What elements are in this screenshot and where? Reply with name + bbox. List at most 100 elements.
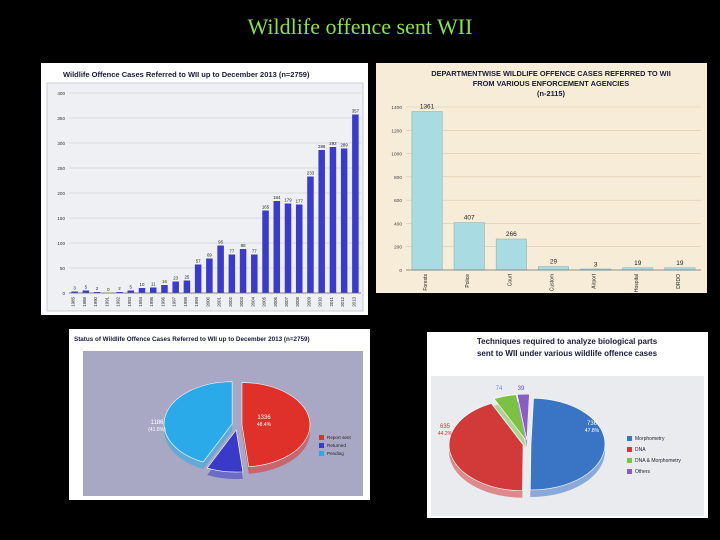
legend-label: Returned [327,443,346,448]
data-label: 3 [73,286,76,291]
x-tick-label: Airport [592,273,598,288]
y-tick-label: 1400 [391,105,402,111]
x-tick-label: 2007 [284,296,289,306]
x-tick-label: Hospital [634,274,640,292]
data-label: 177 [296,199,304,204]
data-label: 179 [284,198,292,203]
data-label: 88 [241,243,246,248]
legend-label: Report sent [327,435,351,440]
pie-slice [163,381,233,463]
pie-slice [241,382,311,468]
data-label: 5 [85,285,88,290]
data-label: 29 [550,259,558,266]
y-tick-label: 0 [62,291,65,296]
bar [329,147,337,293]
legend-swatch [627,447,632,452]
bar [82,290,90,293]
y-tick-label: 1000 [391,152,402,158]
slice-value-label: 74 [496,386,503,392]
data-label: 16 [162,279,167,284]
bar [284,203,292,293]
data-label: 69 [207,253,212,258]
legend-label: Others [635,469,651,475]
y-tick-label: 600 [394,198,402,204]
x-tick-label: Custom [550,274,556,291]
slice-value-label: 1186 [151,420,165,426]
data-label: 5 [130,285,133,290]
pie-slice [493,394,527,441]
bar [206,258,213,293]
y-tick-label: 200 [57,191,65,196]
status-pie-chart: Status of Wildlife Offence Cases Referre… [74,336,363,496]
y-tick-label: 1200 [391,128,402,134]
chart-title: Wildlife Offence Cases Referred to WII u… [63,70,310,79]
data-label: 11 [151,282,156,287]
slice-percent-label: 48.4% [257,422,272,428]
pie-slice [529,397,606,491]
pie-slice [448,403,524,492]
x-tick-label: DRDO [676,274,682,289]
bar [495,238,527,271]
x-tick-label: 2005 [262,296,267,306]
slice-value-label: 635 [440,424,451,430]
x-tick-label: 1985 [71,296,76,306]
data-label: 25 [184,275,189,280]
data-label: 233 [307,171,315,176]
legend-label: DNA & Morphometry [635,458,681,464]
bar [318,150,325,293]
legend-swatch [627,469,632,474]
bar [262,210,269,293]
chart-panel-status: Status of Wildlife Offence Cases Referre… [69,329,370,500]
chart-panel-yearwise: Wildlife Offence Cases Referred to WII u… [41,63,368,315]
legend-label: DNA [635,447,646,453]
legend-label: Pending [327,451,344,456]
chart-title-line1: Techniques required to analyze biologica… [477,337,658,346]
y-tick-label: 350 [57,116,65,121]
bar [352,114,359,293]
x-tick-label: 1994 [138,296,143,306]
x-tick-label: 2001 [217,296,222,306]
y-tick-label: 50 [60,266,66,271]
data-label: 0 [107,287,110,292]
x-tick-label: 2010 [318,296,323,306]
x-tick-label: 1999 [194,296,199,306]
chart-panel-techniques: Techniques required to analyze biologica… [427,332,708,518]
x-tick-label: 1996 [160,296,165,306]
bar [453,222,485,271]
data-label: 292 [329,141,337,146]
bar [340,148,348,293]
legend-swatch [627,436,632,441]
yearwise-bar-chart: Wildlife Offence Cases Referred to WII u… [46,70,364,312]
x-tick-label: 2013 [351,296,356,306]
chart-title-line2: sent to WII under various wildlife offen… [477,349,658,358]
bar [127,290,135,293]
y-tick-label: 250 [57,166,65,171]
x-tick-label: 1991 [104,296,109,306]
x-tick-label: 2000 [205,296,210,306]
legend-swatch [319,451,324,456]
x-tick-label: 1992 [116,296,121,306]
x-tick-label: 2003 [239,296,244,306]
x-tick-label: 2002 [228,296,233,306]
bar [251,254,258,293]
data-label: 19 [676,260,684,267]
pie-slice [206,429,244,473]
data-label: 2 [96,286,99,291]
y-tick-label: 150 [57,216,65,221]
x-tick-label: 2012 [340,296,345,306]
bar [307,176,314,293]
legend-swatch [319,443,324,448]
x-tick-label: 2008 [295,296,300,306]
x-tick-label: 1990 [93,296,98,306]
bar [295,204,303,293]
chart-panel-departmentwise: DEPARTMENTWISE WILDLIFE OFFENCE CASES RE… [376,63,707,293]
data-label: 3 [594,262,598,269]
bar [172,281,179,293]
bar [228,254,236,293]
data-label: 57 [196,259,201,264]
techniques-pie-chart: Techniques required to analyze biologica… [431,337,704,516]
legend-swatch [627,458,632,463]
bar [194,264,202,293]
legend-swatch [319,435,324,440]
department-bar-chart: DEPARTMENTWISE WILDLIFE OFFENCE CASES RE… [391,69,701,292]
